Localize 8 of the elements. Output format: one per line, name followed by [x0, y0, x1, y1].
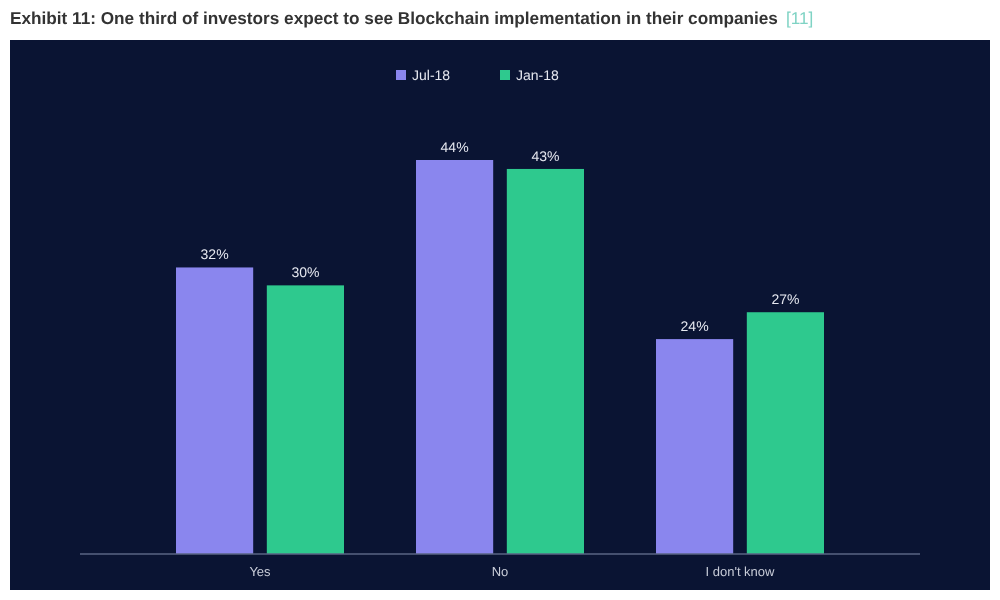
bar [266, 285, 344, 554]
bar [416, 160, 494, 554]
bar [656, 339, 734, 554]
text: [11] [785, 8, 814, 28]
bar [746, 312, 824, 554]
bar [176, 267, 254, 554]
chart-title: Exhibit 11: One third of investors expect to see Blockchain implementation in their companies [10, 8, 778, 28]
bar [506, 168, 584, 554]
